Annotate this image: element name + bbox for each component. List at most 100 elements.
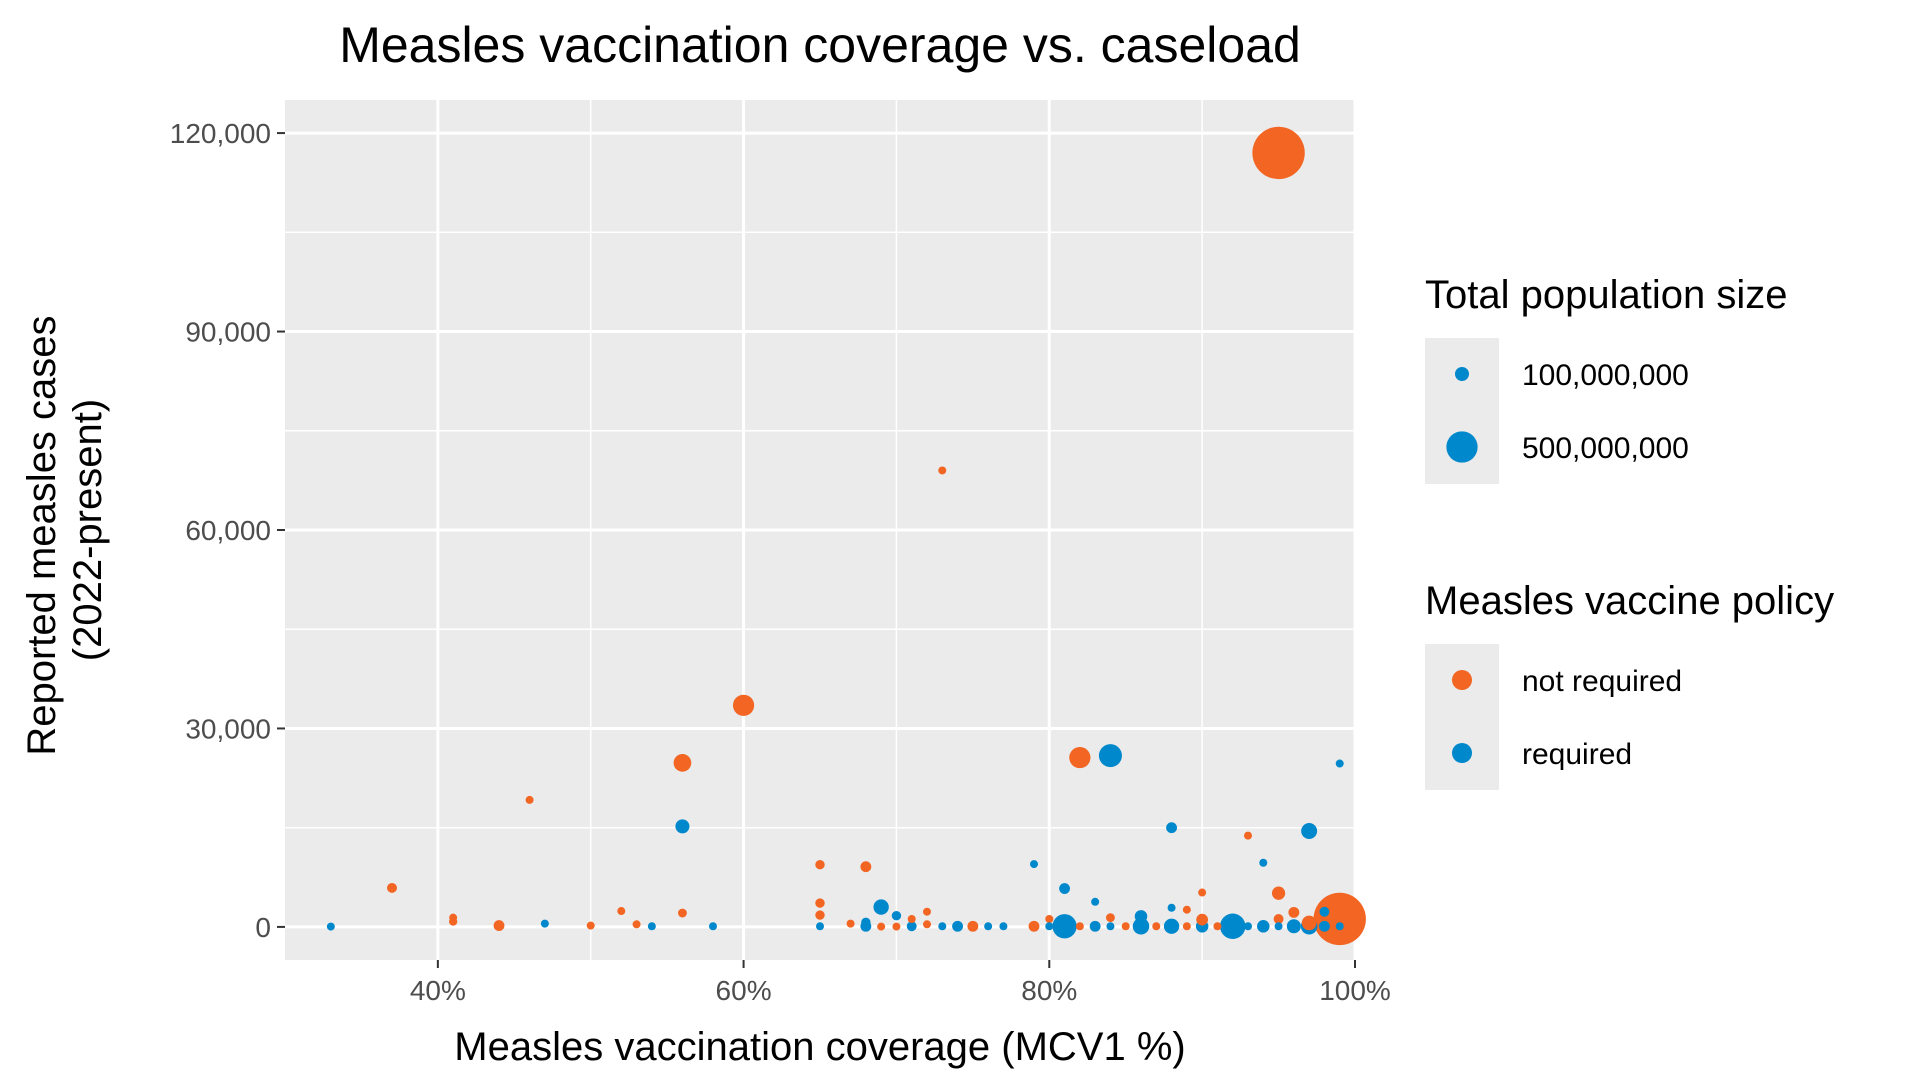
y-axis-title: Reported measles cases (2022-present)	[20, 304, 110, 755]
data-point-not-required	[923, 907, 931, 916]
data-points	[326, 126, 1366, 946]
y-tick-label: 0	[255, 912, 271, 943]
data-point-not-required	[449, 913, 458, 922]
data-point-required	[1319, 906, 1330, 917]
legend-size-key-small	[1455, 367, 1469, 381]
data-point-not-required	[1045, 914, 1054, 923]
data-point-not-required	[732, 694, 755, 716]
legend-color-key-bg	[1425, 644, 1499, 790]
data-point-required	[709, 922, 717, 931]
data-point-required	[1257, 920, 1270, 933]
y-axis-title-line-2: (2022-present)	[66, 399, 110, 661]
data-point-required	[906, 921, 917, 932]
data-point-required	[675, 819, 690, 834]
data-point-not-required	[815, 898, 825, 908]
x-tick-label: 80%	[1021, 975, 1077, 1006]
data-point-required	[1286, 919, 1301, 934]
data-point-required	[1244, 922, 1252, 931]
data-point-required	[873, 899, 889, 915]
x-tick-label: 60%	[716, 975, 772, 1006]
legend-size-title: Total population size	[1425, 273, 1787, 317]
data-point-required	[1052, 914, 1077, 939]
data-point-not-required	[907, 914, 916, 923]
data-point-required	[1059, 883, 1070, 894]
data-point-not-required	[1121, 922, 1130, 931]
y-tick-label: 30,000	[185, 713, 271, 744]
data-point-not-required	[1069, 746, 1091, 769]
data-point-required	[1089, 920, 1101, 932]
data-point-required	[1091, 897, 1100, 906]
data-point-required	[1167, 903, 1176, 912]
data-point-required	[816, 922, 824, 931]
data-point-not-required	[860, 861, 872, 873]
data-point-not-required	[815, 910, 825, 920]
data-point-required	[1106, 922, 1115, 931]
data-point-not-required	[525, 795, 534, 804]
legend-population-size: Total population size 100,000,000 500,00…	[1425, 273, 1787, 484]
data-point-required	[861, 917, 871, 927]
x-tick-label: 40%	[410, 975, 466, 1006]
data-point-required	[1259, 858, 1268, 867]
data-point-not-required	[1252, 126, 1305, 180]
x-axis-title: Measles vaccination coverage (MCV1 %)	[454, 1025, 1185, 1069]
y-axis-title-line-1: Reported measles cases	[20, 315, 64, 755]
data-point-not-required	[493, 920, 505, 932]
y-axis: 0 30,000 60,000 90,000 120,000	[170, 118, 285, 943]
y-tick-label: 120,000	[170, 118, 271, 149]
chart-title: Measles vaccination coverage vs. caseloa…	[339, 17, 1301, 73]
data-point-not-required	[1288, 906, 1300, 918]
data-point-not-required	[617, 907, 626, 916]
data-point-required	[1134, 910, 1148, 923]
data-point-not-required	[892, 922, 901, 931]
data-point-not-required	[1028, 920, 1040, 932]
data-point-required	[1045, 922, 1054, 931]
data-point-not-required	[1273, 914, 1284, 924]
data-point-not-required	[586, 921, 595, 930]
data-point-not-required	[1182, 922, 1191, 931]
data-point-required	[1219, 913, 1246, 939]
data-point-required	[1098, 744, 1122, 768]
data-point-not-required	[387, 882, 397, 893]
data-point-required	[999, 922, 1008, 931]
x-tick-label: 100%	[1319, 975, 1391, 1006]
data-point-required	[1166, 822, 1177, 834]
data-point-required	[984, 922, 993, 931]
data-point-required	[938, 922, 947, 931]
data-point-required	[326, 922, 335, 931]
data-point-not-required	[1075, 922, 1084, 931]
data-point-not-required	[1301, 915, 1317, 931]
grid-major	[285, 100, 1357, 960]
data-point-not-required	[1196, 913, 1208, 926]
legend-color-title: Measles vaccine policy	[1425, 579, 1834, 623]
data-point-required	[1335, 922, 1344, 931]
data-point-required	[891, 910, 902, 921]
data-point-required	[1030, 860, 1038, 869]
data-point-required	[1163, 918, 1180, 934]
data-point-not-required	[815, 860, 825, 870]
data-point-not-required	[632, 920, 641, 929]
data-point-required	[647, 922, 656, 931]
legend-color-label-required: required	[1522, 738, 1632, 771]
data-point-required	[1132, 917, 1150, 935]
x-axis: 40% 60% 80% 100%	[410, 960, 1391, 1006]
legend-vaccine-policy: Measles vaccine policy not required requ…	[1425, 579, 1834, 790]
legend-size-key-large	[1446, 431, 1478, 463]
data-point-not-required	[1313, 892, 1366, 946]
data-point-not-required	[1213, 922, 1222, 931]
legend-color-key-not-required	[1452, 670, 1472, 690]
data-point-not-required	[967, 920, 979, 932]
data-point-not-required	[938, 466, 947, 475]
legend-color-key-required	[1452, 743, 1472, 763]
data-point-required	[952, 920, 963, 932]
y-tick-label: 90,000	[185, 317, 271, 348]
data-point-required	[540, 919, 549, 928]
data-point-not-required	[846, 919, 855, 928]
data-point-not-required	[923, 920, 931, 929]
data-point-not-required	[678, 908, 687, 918]
data-point-not-required	[1271, 886, 1286, 900]
data-point-not-required	[673, 754, 692, 772]
legend-color-label-not-required: not required	[1522, 665, 1682, 698]
data-point-required	[1274, 922, 1283, 931]
